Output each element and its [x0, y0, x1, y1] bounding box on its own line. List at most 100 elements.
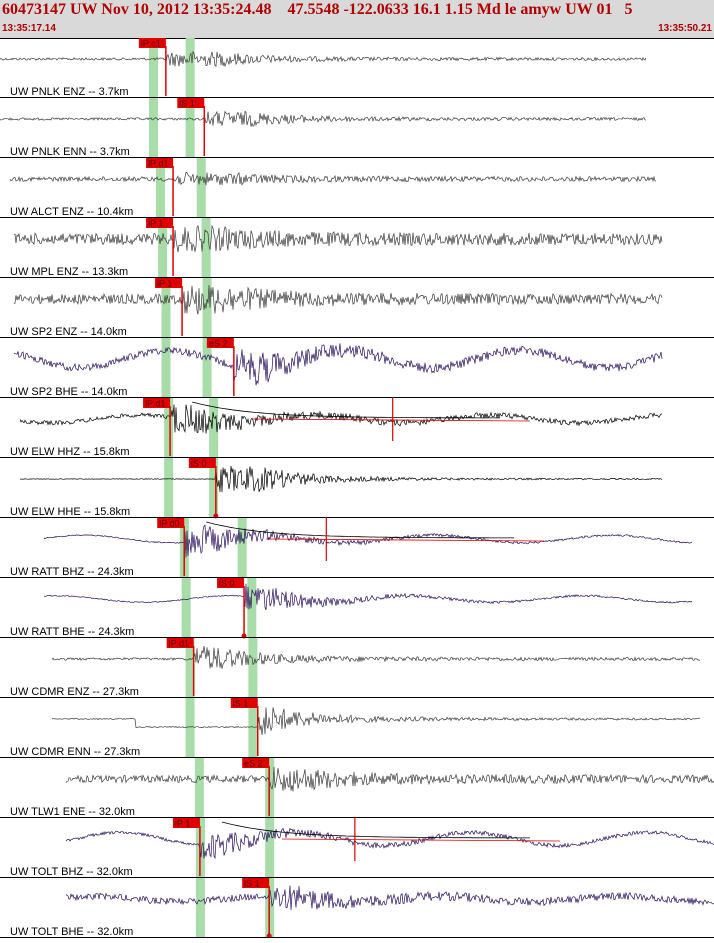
waveform-trace	[0, 50, 647, 68]
phase-pick-label: iP c1	[141, 39, 161, 49]
phase-pick-label: iS 0	[219, 579, 235, 589]
trace-row[interactable]: iS 0 UW ELW HHE -- 15.8km	[0, 458, 714, 519]
pick-window-band	[194, 758, 204, 818]
pick-window-band	[209, 398, 219, 458]
coda-window-line	[281, 838, 560, 842]
station-label: UW CDMR ENN -- 27.3km	[10, 746, 140, 758]
station-label: UW ALCT ENZ -- 10.4km	[10, 206, 133, 218]
coda-window-line	[252, 418, 531, 422]
phase-pick-label: iP d0	[159, 519, 179, 529]
phase-pick-flag[interactable]	[242, 878, 270, 888]
pick-window-band	[248, 698, 258, 758]
pick-window-band	[185, 98, 195, 158]
station-label: UW SP2 BHE -- 14.0km	[10, 386, 127, 398]
pick-window-band	[202, 278, 212, 338]
phase-pick-flag[interactable]	[242, 758, 270, 768]
pick-window-band	[164, 398, 174, 458]
phase-pick-flag[interactable]	[146, 218, 174, 228]
phase-pick-label: eS 2	[209, 339, 228, 349]
phase-pick-label: iP 1	[175, 819, 190, 829]
station-label: UW SP2 ENZ -- 14.0km	[10, 326, 127, 338]
pick-window-band	[161, 338, 171, 398]
pick-window-band	[161, 278, 171, 338]
trace-row[interactable]: iP d0 UW RATT BHZ -- 24.3km	[0, 517, 714, 578]
station-label: UW RATT BHZ -- 24.3km	[10, 566, 134, 578]
waveform-trace	[51, 646, 701, 669]
pick-window-band	[181, 578, 191, 638]
waveform-trace	[65, 766, 714, 792]
station-label: UW PNLK ENN -- 3.7km	[10, 146, 130, 158]
pick-window-band	[185, 638, 195, 698]
phase-pick-flag[interactable]	[217, 578, 245, 588]
phase-pick-flag[interactable]	[177, 98, 205, 108]
pick-window-band	[237, 518, 247, 578]
station-label: UW CDMR ENZ -- 27.3km	[10, 686, 139, 698]
pick-window-band	[209, 458, 219, 518]
trace-row[interactable]: iP d1 UW ELW HHZ -- 15.8km	[0, 397, 714, 458]
phase-pick-label: iS 1	[244, 879, 260, 889]
pick-window-band	[201, 218, 211, 278]
trace-row[interactable]: iS 0 UW RATT BHE -- 24.3km	[0, 578, 714, 639]
trace-row[interactable]: iP d1 UW CDMR ENZ -- 27.3km	[0, 638, 714, 698]
station-label: UW ELW HHE -- 15.8km	[10, 506, 130, 518]
event-title: 60473147 UW Nov 10, 2012 13:35:24.48 47.…	[2, 1, 633, 18]
phase-pick-flag[interactable]	[206, 338, 234, 348]
coda-fit-line	[221, 821, 530, 839]
phase-pick-flag[interactable]	[143, 398, 171, 408]
trace-row[interactable]: iP 1 UW MPL ENZ -- 13.3km	[0, 218, 714, 278]
phase-pick-flag[interactable]	[157, 518, 185, 528]
trace-row[interactable]: iP 1 UW SP2 ENZ -- 14.0km	[0, 278, 714, 338]
station-label: UW TLW1 ENE -- 32.0km	[10, 806, 135, 818]
waveform-trace	[0, 110, 647, 127]
phase-pick-flag[interactable]	[155, 278, 183, 288]
pick-window-band	[148, 38, 158, 98]
trace-row[interactable]: eS 2 UW SP2 BHE -- 14.0km	[0, 338, 714, 398]
phase-pick-label: eS 2	[244, 759, 263, 769]
phase-pick-label: iP 1	[148, 219, 163, 229]
pick-window-band	[156, 158, 166, 218]
trace-row[interactable]: iS 1 UW PNLK ENN -- 3.7km	[0, 98, 714, 158]
waveform-trace	[43, 583, 693, 611]
phase-pick-label: iP d1	[145, 399, 165, 409]
station-label: UW TOLT BHE -- 32.0km	[10, 926, 133, 938]
station-label: UW ELW HHZ -- 15.8km	[10, 446, 130, 458]
phase-pick-label: iP 1	[157, 279, 172, 289]
coda-fit-line	[206, 521, 515, 539]
waveform-trace	[19, 465, 663, 493]
seismogram-svg[interactable]: iP c1 UW PNLK ENZ -- 3.7km iS 1 UW PNLK ENN…	[0, 38, 714, 939]
phase-pick-flag[interactable]	[146, 158, 174, 168]
phase-pick-label: iS 1	[233, 699, 249, 709]
phase-pick-flag[interactable]	[188, 458, 216, 468]
waveform-trace	[13, 224, 663, 253]
trace-row[interactable]: iS 1 UW CDMR ENN -- 27.3km	[0, 698, 714, 758]
trace-row[interactable]: eS 2 UW TLW1 ENE -- 32.0km	[0, 758, 714, 818]
phase-pick-flag[interactable]	[172, 818, 200, 828]
coda-fit-line	[192, 401, 501, 419]
trace-row[interactable]: iP c1 UW PNLK ENZ -- 3.7km	[0, 38, 714, 98]
waveform-trace	[19, 404, 663, 434]
waveform-trace	[65, 827, 714, 860]
station-label: UW PNLK ENZ -- 3.7km	[10, 86, 129, 98]
waveform-trace	[51, 707, 701, 735]
waveform-trace	[13, 343, 663, 386]
station-label: UW TOLT BHZ -- 32.0km	[10, 866, 133, 878]
waveform-trace	[9, 172, 657, 186]
trace-row[interactable]: iP 1 UW TOLT BHZ -- 32.0km	[0, 817, 714, 878]
pick-window-band	[195, 878, 205, 938]
coda-window-line	[266, 538, 545, 542]
pick-window-band	[164, 458, 174, 518]
trace-row[interactable]: iS 1 UW TOLT BHE -- 32.0km	[0, 878, 714, 939]
pick-window-band	[185, 38, 195, 98]
pick-window-band	[265, 818, 275, 878]
trace-row[interactable]: iP d1 UW ALCT ENZ -- 10.4km	[0, 158, 714, 218]
phase-pick-flag[interactable]	[138, 38, 166, 48]
waveform-trace	[13, 284, 663, 315]
pick-window-band	[185, 698, 195, 758]
waveform-trace	[65, 885, 714, 911]
phase-pick-label: iS 0	[191, 459, 207, 469]
seismogram-panel[interactable]: iP c1 UW PNLK ENZ -- 3.7km iS 1 UW PNLK ENN…	[0, 38, 714, 939]
pick-window-band	[196, 158, 206, 218]
phase-pick-flag[interactable]	[230, 698, 258, 708]
phase-pick-label: iS 1	[179, 99, 195, 109]
phase-pick-flag[interactable]	[166, 638, 194, 648]
